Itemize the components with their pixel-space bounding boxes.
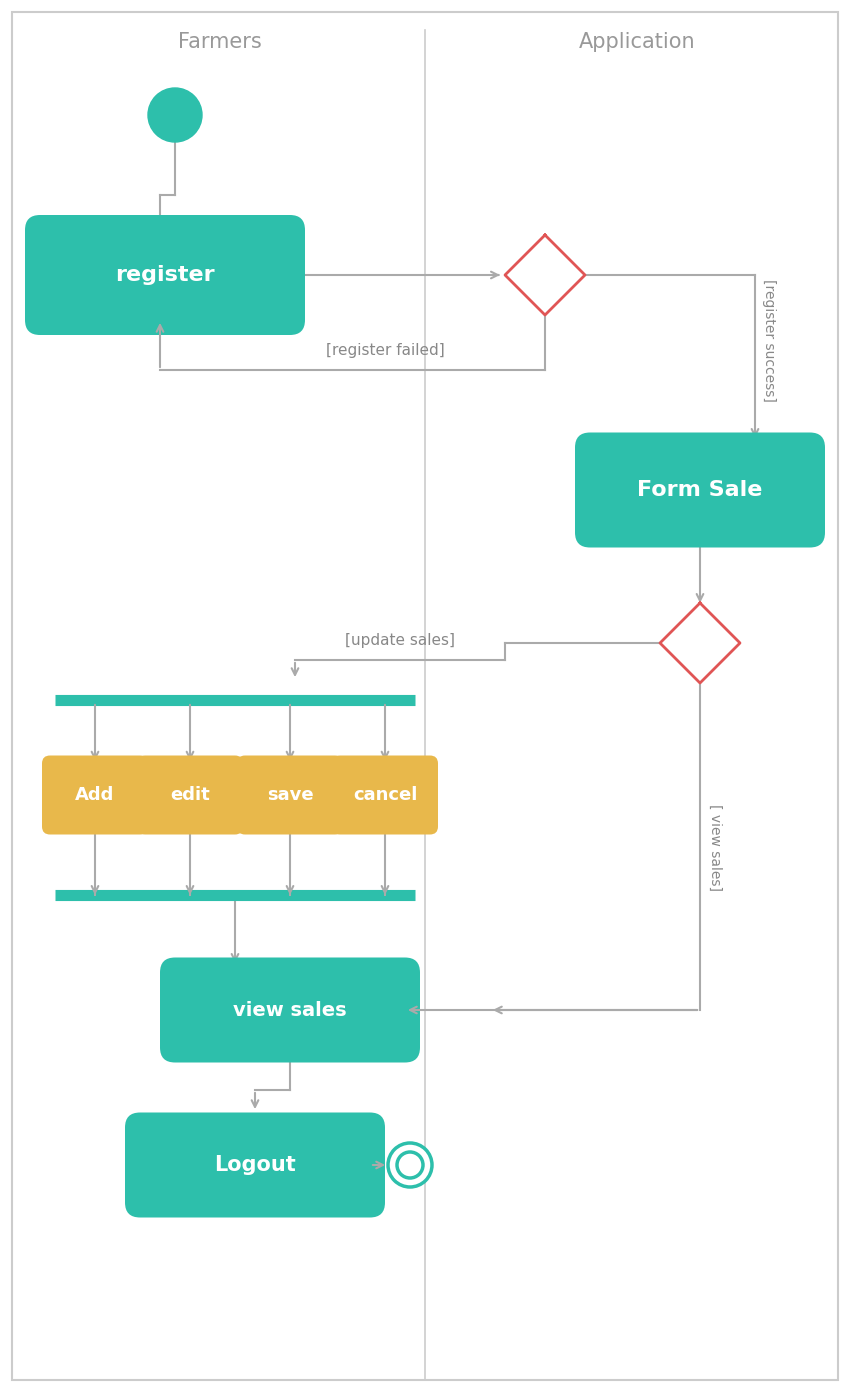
Text: [register success]: [register success]: [762, 278, 776, 401]
Text: Logout: Logout: [214, 1155, 296, 1175]
FancyBboxPatch shape: [125, 1112, 385, 1218]
Circle shape: [397, 1153, 423, 1178]
Text: Form Sale: Form Sale: [638, 480, 762, 500]
Text: [register failed]: [register failed]: [326, 342, 445, 358]
Text: Add: Add: [76, 786, 115, 805]
FancyBboxPatch shape: [575, 433, 825, 547]
Polygon shape: [660, 603, 740, 683]
Text: [ view sales]: [ view sales]: [708, 805, 722, 891]
FancyBboxPatch shape: [160, 958, 420, 1062]
Text: save: save: [267, 786, 314, 805]
FancyBboxPatch shape: [332, 756, 438, 834]
Text: edit: edit: [170, 786, 210, 805]
FancyBboxPatch shape: [237, 756, 343, 834]
Polygon shape: [505, 235, 585, 315]
Circle shape: [388, 1143, 432, 1187]
Text: view sales: view sales: [233, 1001, 347, 1019]
FancyBboxPatch shape: [137, 756, 243, 834]
FancyBboxPatch shape: [25, 214, 305, 335]
FancyBboxPatch shape: [42, 756, 148, 834]
Circle shape: [148, 88, 202, 142]
Text: Farmers: Farmers: [178, 32, 262, 52]
Text: cancel: cancel: [353, 786, 417, 805]
Text: Application: Application: [579, 32, 695, 52]
Text: register: register: [116, 264, 215, 285]
Text: [update sales]: [update sales]: [345, 633, 455, 649]
